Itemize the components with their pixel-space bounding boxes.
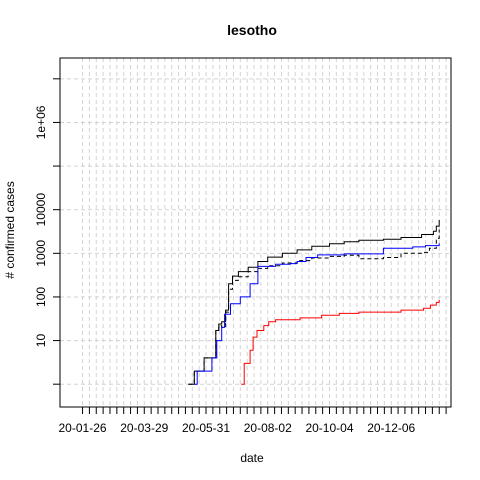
x-tick-label: 20-03-29: [120, 421, 168, 435]
x-tick-label: 20-12-06: [367, 421, 415, 435]
y-tick-label: 100: [34, 287, 48, 307]
grid: [60, 58, 451, 407]
y-tick-label: 1000: [34, 240, 48, 267]
y-tick-label: 10000: [34, 193, 48, 227]
y-tick-label: 1e+06: [34, 105, 48, 139]
y-tick-label: 10: [34, 334, 48, 348]
series-line: [188, 220, 440, 385]
series-line: [188, 229, 440, 385]
series-line: [194, 243, 440, 385]
chart-title: lesotho: [227, 22, 277, 38]
x-axis: 20-01-26 20-03-29 20-05-31 20-08-02 20-10-04…: [59, 406, 447, 435]
series-group: [188, 220, 440, 385]
x-tick-label: 20-10-04: [305, 421, 353, 435]
x-tick-label: 20-08-02: [244, 421, 292, 435]
x-tick-label: 20-01-26: [59, 421, 107, 435]
plot-frame: [59, 57, 452, 408]
y-axis: 10 100 1000 10000 1e+06: [34, 78, 61, 385]
series-line: [241, 300, 440, 385]
y-axis-label: # confirmed cases: [3, 181, 17, 278]
x-tick-label: 20-05-31: [182, 421, 230, 435]
x-axis-label: date: [240, 451, 264, 465]
